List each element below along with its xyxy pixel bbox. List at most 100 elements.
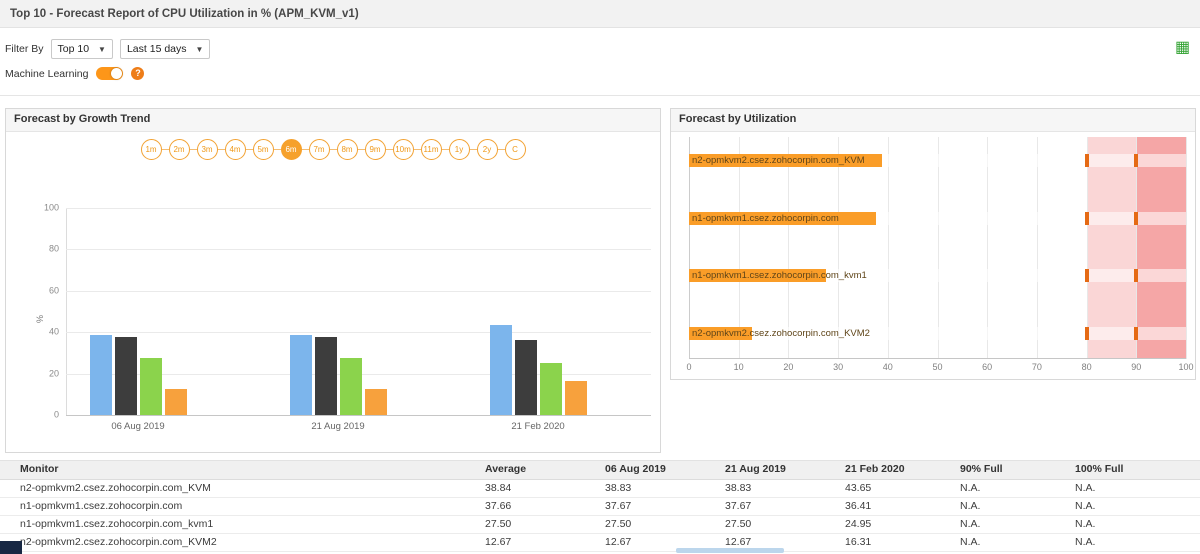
vertical-gridline xyxy=(887,137,889,359)
forecast-table: Monitor Average 06 Aug 2019 21 Aug 2019 21 F… xyxy=(0,460,1200,552)
period-connector xyxy=(217,149,225,150)
period-button-5m[interactable]: 5m xyxy=(252,139,274,160)
vertical-gridline xyxy=(738,137,740,359)
monitor-name-cell[interactable]: n1-opmkvm1.csez.zohocorpin.com_kvm1 xyxy=(20,518,214,530)
period-connector xyxy=(385,149,393,150)
threshold-mark xyxy=(1084,326,1089,340)
period-connector xyxy=(357,149,365,150)
column-header-100-full: 100% Full xyxy=(1075,463,1124,475)
growth-bar[interactable] xyxy=(140,358,162,415)
threshold-mark xyxy=(1134,326,1139,340)
y-tick-label: 40 xyxy=(48,326,59,337)
x-category-label: 06 Aug 2019 xyxy=(111,421,165,432)
x-tick-label: 90 xyxy=(1131,362,1142,372)
utilization-bar-label: n1-opmkvm1.csez.zohocorpin.com xyxy=(692,212,839,224)
utilization-bar[interactable] xyxy=(689,153,883,167)
x-tick-label: 50 xyxy=(932,362,943,372)
monitor-name-cell[interactable]: n2-opmkvm2.csez.zohocorpin.com_KVM xyxy=(20,482,211,494)
vertical-gridline xyxy=(1086,137,1088,359)
table-cell: N.A. xyxy=(960,518,981,530)
column-header-21-aug-2019: 21 Aug 2019 xyxy=(725,463,786,475)
growth-bar[interactable] xyxy=(315,337,337,415)
feedback-widget[interactable] xyxy=(0,541,22,554)
period-button-6m[interactable]: 6m xyxy=(280,139,302,160)
table-cell: N.A. xyxy=(960,482,981,494)
period-button-9m[interactable]: 9m xyxy=(364,139,386,160)
table-header-row: Monitor Average 06 Aug 2019 21 Aug 2019 21 F… xyxy=(0,460,1200,480)
report-header: Top 10 - Forecast Report of CPU Utilizat… xyxy=(0,0,1200,28)
vertical-gridline xyxy=(838,137,840,359)
threshold-band-critical xyxy=(1136,137,1186,359)
table-cell: 24.95 xyxy=(845,518,872,530)
growth-trend-panel-title: Forecast by Growth Trend xyxy=(6,109,660,132)
utilization-bar[interactable] xyxy=(689,211,877,225)
growth-bar[interactable] xyxy=(565,381,587,415)
y-tick-label: 60 xyxy=(48,285,59,296)
table-row: n2-opmkvm2.csez.zohocorpin.com_KVM2 12.67… xyxy=(0,534,1200,552)
period-connector xyxy=(189,149,197,150)
monitor-name-cell[interactable]: n1-opmkvm1.csez.zohocorpin.com xyxy=(20,500,183,512)
period-connector xyxy=(497,149,505,150)
page-title: Top 10 - Forecast Report of CPU Utilizat… xyxy=(10,7,359,20)
table-cell: 27.50 xyxy=(725,518,752,530)
monitor-name-cell[interactable]: n2-opmkvm2.csez.zohocorpin.com_KVM2 xyxy=(20,536,217,548)
growth-bar[interactable] xyxy=(165,388,187,415)
help-icon[interactable]: ? xyxy=(131,67,145,80)
growth-bar[interactable] xyxy=(540,363,562,415)
period-button-10m[interactable]: 10m xyxy=(392,139,414,160)
growth-bar[interactable] xyxy=(90,334,112,415)
period-button-1m[interactable]: 1m xyxy=(140,139,162,160)
gridline xyxy=(66,208,651,209)
threshold-mark xyxy=(1134,153,1139,167)
x-tick-label: 100 xyxy=(1178,362,1194,372)
period-button-1y[interactable]: 1y xyxy=(448,139,470,160)
growth-bar[interactable] xyxy=(490,324,512,415)
growth-bar[interactable] xyxy=(290,334,312,415)
top-n-select[interactable]: Top 10 ▼ xyxy=(50,39,113,59)
period-connector xyxy=(329,149,337,150)
filter-toolbar: Filter By Top 10 ▼ Last 15 days ▼ xyxy=(5,39,211,59)
threshold-mark xyxy=(1084,211,1089,225)
machine-learning-toggle[interactable] xyxy=(96,67,124,80)
column-header-average: Average xyxy=(485,463,527,475)
y-axis-unit-label: % xyxy=(35,314,46,324)
growth-bar[interactable] xyxy=(115,337,137,415)
table-cell: 43.65 xyxy=(845,482,872,494)
period-connector xyxy=(441,149,449,150)
table-cell: N.A. xyxy=(1075,536,1096,548)
period-button-11m[interactable]: 11m xyxy=(420,139,442,160)
export-excel-icon[interactable]: ▦ xyxy=(1174,39,1191,56)
threshold-mark xyxy=(1084,268,1089,282)
growth-bar[interactable] xyxy=(340,358,362,415)
utilization-bar[interactable] xyxy=(689,268,826,282)
table-cell: 27.50 xyxy=(605,518,632,530)
period-button-4m[interactable]: 4m xyxy=(224,139,246,160)
period-select-value: Last 15 days xyxy=(126,43,187,55)
period-button-2y[interactable]: 2y xyxy=(476,139,498,160)
y-tick-label: 20 xyxy=(48,368,59,379)
period-button-c[interactable]: C xyxy=(504,139,526,160)
utilization-bar-label: n2-opmkvm2.csez.zohocorpin.com_KVM xyxy=(692,154,865,166)
period-button-8m[interactable]: 8m xyxy=(336,139,358,160)
period-button-3m[interactable]: 3m xyxy=(196,139,218,160)
growth-bar[interactable] xyxy=(515,339,537,415)
machine-learning-label: Machine Learning xyxy=(5,67,89,80)
gridline xyxy=(66,290,651,292)
period-select[interactable]: Last 15 days ▼ xyxy=(119,39,211,59)
table-cell: N.A. xyxy=(1075,482,1096,494)
period-button-2m[interactable]: 2m xyxy=(168,139,190,160)
x-tick-label: 20 xyxy=(783,362,794,372)
x-category-label: 21 Feb 2020 xyxy=(511,421,565,432)
horizontal-scrollbar-thumb[interactable] xyxy=(676,548,784,553)
growth-bar[interactable] xyxy=(365,388,387,415)
x-tick-label: 70 xyxy=(1031,362,1042,372)
table-row: n1-opmkvm1.csez.zohocorpin.com 37.66 37.67… xyxy=(0,498,1200,516)
growth-trend-chart: 0 20 40 60 80 100 06 Aug 2019 21 Aug 2019 21 Feb… xyxy=(44,203,651,432)
table-cell: N.A. xyxy=(1075,518,1096,530)
table-cell: 38.83 xyxy=(605,482,632,494)
x-tick-label: 10 xyxy=(733,362,744,372)
utilization-bar-label: n1-opmkvm1.csez.zohocorpin.com_kvm1 xyxy=(692,269,867,281)
period-connector xyxy=(245,149,253,150)
utilization-bar[interactable] xyxy=(689,326,752,340)
period-button-7m[interactable]: 7m xyxy=(308,139,330,160)
